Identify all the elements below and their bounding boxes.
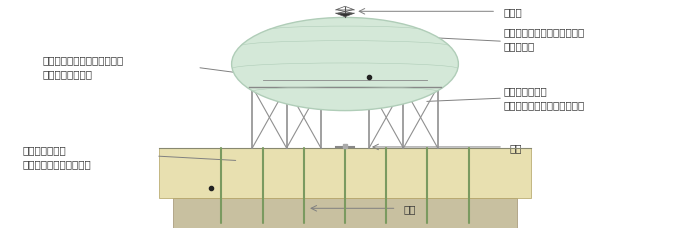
Text: 固い地盤にまで
杭を打ち込んだ耐震設計: 固い地盤にまで 杭を打ち込んだ耐震設計 (22, 144, 91, 168)
Text: 何枚もの鋼板を繋ぎ合わせた
強固な構造: 何枚もの鋼板を繋ぎ合わせた 強固な構造 (503, 27, 584, 51)
Ellipse shape (232, 18, 458, 111)
Text: 揺れを吸収する
オイルダンパー（減衰装置）: 揺れを吸収する オイルダンパー（減衰装置） (503, 86, 584, 109)
Bar (173, 198, 517, 228)
Text: 岩盤: 岩盤 (404, 203, 416, 213)
Text: 安全弁: 安全弁 (503, 7, 522, 17)
Text: 地面: 地面 (510, 142, 522, 152)
Text: リモートコントロールできる
　　緊急遮断装置: リモートコントロールできる 緊急遮断装置 (43, 55, 124, 79)
Polygon shape (335, 14, 355, 18)
Bar (159, 148, 531, 198)
